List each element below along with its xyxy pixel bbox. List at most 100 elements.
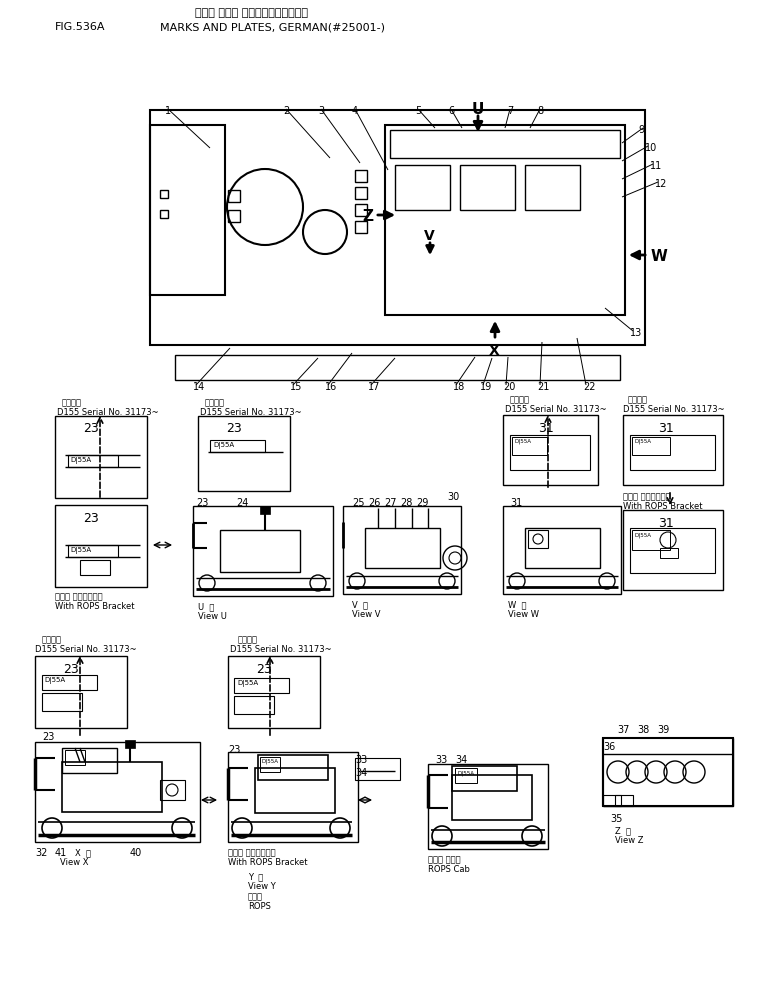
Text: D|55A: D|55A	[262, 759, 279, 764]
Bar	[603, 795, 621, 806]
Text: 9: 9	[638, 125, 644, 135]
Text: 16: 16	[325, 382, 337, 392]
Text: 39: 39	[657, 725, 669, 735]
Bar	[503, 506, 621, 594]
Text: 40: 40	[130, 848, 143, 858]
Bar	[42, 694, 82, 711]
Text: View V: View V	[352, 610, 380, 619]
Bar	[525, 528, 600, 568]
Text: D155 Serial No. 31173~: D155 Serial No. 31173~	[57, 408, 159, 417]
Text: Y  横: Y 横	[248, 872, 263, 881]
Bar	[55, 505, 147, 587]
Bar	[68, 545, 118, 557]
Bar	[355, 221, 367, 233]
Bar	[175, 355, 620, 380]
Bar	[160, 780, 185, 800]
Bar	[42, 675, 97, 690]
Text: View U: View U	[198, 612, 227, 621]
Text: FIG.536A: FIG.536A	[55, 22, 105, 32]
Text: View W: View W	[508, 610, 539, 619]
Bar	[390, 130, 620, 158]
Bar	[355, 187, 367, 199]
Bar	[385, 125, 625, 314]
Text: 適用号廃: 適用号廃	[238, 635, 258, 644]
Text: D|55A: D|55A	[70, 547, 91, 554]
Bar	[150, 125, 225, 295]
Text: 23: 23	[63, 663, 79, 676]
Bar	[62, 762, 162, 812]
Text: ROPS Cab: ROPS Cab	[428, 865, 470, 874]
Text: 13: 13	[630, 328, 642, 338]
Text: 30: 30	[447, 492, 460, 502]
Bar	[623, 415, 723, 485]
Bar	[660, 548, 678, 558]
Text: 6: 6	[448, 106, 454, 116]
Bar	[255, 768, 335, 813]
Bar	[623, 510, 723, 590]
Bar	[228, 752, 358, 842]
Bar	[615, 795, 633, 806]
Text: 23: 23	[83, 422, 99, 435]
Bar	[452, 775, 532, 820]
Text: 4: 4	[352, 106, 358, 116]
Text: 23: 23	[228, 745, 241, 755]
Text: ロプス キャブ: ロプス キャブ	[428, 855, 460, 864]
Text: 18: 18	[453, 382, 465, 392]
Text: ロプス ブラケット付: ロプス ブラケット付	[228, 848, 276, 857]
Text: V  横: V 横	[352, 600, 368, 609]
Text: 21: 21	[537, 382, 549, 392]
Text: MARKS AND PLATES, GERMAN(#25001-): MARKS AND PLATES, GERMAN(#25001-)	[160, 22, 385, 32]
Text: 11: 11	[650, 161, 662, 171]
Text: 適用号廃: 適用号廃	[42, 635, 62, 644]
Text: With ROPS Bracket: With ROPS Bracket	[55, 602, 135, 611]
Text: ロプス ブラケット付: ロプス ブラケット付	[623, 492, 671, 501]
Text: With ROPS Bracket: With ROPS Bracket	[228, 858, 308, 867]
Text: With ROPS Bracket: With ROPS Bracket	[623, 502, 703, 511]
Bar	[452, 766, 517, 791]
Bar	[395, 165, 450, 210]
Text: View Y: View Y	[248, 882, 276, 891]
Bar	[35, 742, 200, 842]
Bar	[632, 437, 670, 455]
Bar	[160, 210, 168, 218]
Bar	[512, 437, 547, 455]
Text: 31: 31	[538, 422, 554, 435]
Bar	[528, 530, 548, 548]
Text: 7: 7	[507, 106, 513, 116]
Text: 34: 34	[355, 768, 367, 778]
Bar	[150, 110, 645, 345]
Text: View Z: View Z	[615, 836, 643, 845]
Bar	[630, 435, 715, 470]
Text: 34: 34	[455, 755, 467, 765]
Text: D155 Serial No. 31173~: D155 Serial No. 31173~	[35, 645, 136, 654]
Text: 37: 37	[617, 725, 629, 735]
Text: 31: 31	[658, 422, 674, 435]
Bar	[510, 435, 590, 470]
Text: 23: 23	[42, 732, 55, 742]
Text: 12: 12	[655, 179, 668, 190]
Bar	[228, 656, 320, 728]
Text: 8: 8	[537, 106, 543, 116]
Bar	[220, 530, 300, 572]
Text: 36: 36	[603, 742, 615, 752]
Text: D|55A: D|55A	[635, 439, 652, 445]
Text: 適用号廃: 適用号廃	[510, 395, 530, 404]
Text: 20: 20	[503, 382, 516, 392]
Text: 28: 28	[400, 498, 412, 508]
Text: D155 Serial No. 31173~: D155 Serial No. 31173~	[623, 405, 724, 414]
Text: 31: 31	[510, 498, 522, 508]
Text: U  横: U 横	[198, 602, 214, 611]
Bar	[603, 738, 733, 806]
Bar	[460, 165, 515, 210]
Bar	[365, 528, 440, 568]
Text: 35: 35	[610, 814, 622, 824]
Text: 25: 25	[352, 498, 365, 508]
Text: 23: 23	[226, 422, 241, 435]
Bar	[234, 696, 274, 714]
Bar	[68, 455, 118, 467]
Bar	[210, 440, 265, 452]
Bar	[258, 755, 328, 780]
Text: X: X	[489, 344, 500, 358]
Bar	[55, 416, 147, 498]
Bar	[355, 758, 400, 780]
